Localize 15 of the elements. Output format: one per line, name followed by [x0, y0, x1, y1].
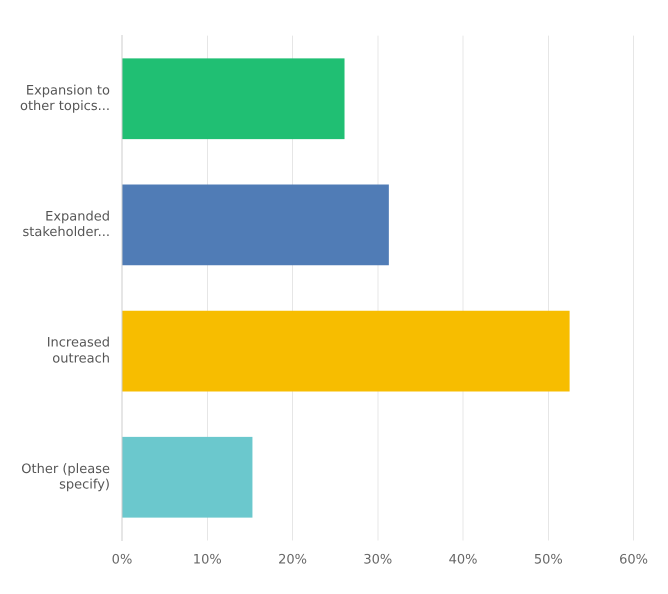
x-tick-label: 20%	[278, 552, 307, 568]
y-tick-label: Other (please specify)	[21, 462, 110, 492]
y-tick-label: Expanded stakeholder...	[22, 209, 110, 240]
bar	[122, 310, 570, 392]
x-tick-label: 50%	[534, 552, 563, 568]
x-tick-label: 0%	[112, 552, 132, 568]
x-tick-label: 40%	[448, 552, 478, 568]
bar	[122, 436, 252, 518]
bar	[122, 184, 389, 266]
x-tick-label: 30%	[363, 552, 392, 568]
x-tick-label: 10%	[192, 552, 222, 568]
y-tick-label: Increased outreach	[46, 336, 110, 366]
y-tick-label: Expansion to other topics...	[20, 83, 110, 114]
bar	[122, 58, 345, 140]
x-tick-label: 60%	[619, 552, 648, 568]
